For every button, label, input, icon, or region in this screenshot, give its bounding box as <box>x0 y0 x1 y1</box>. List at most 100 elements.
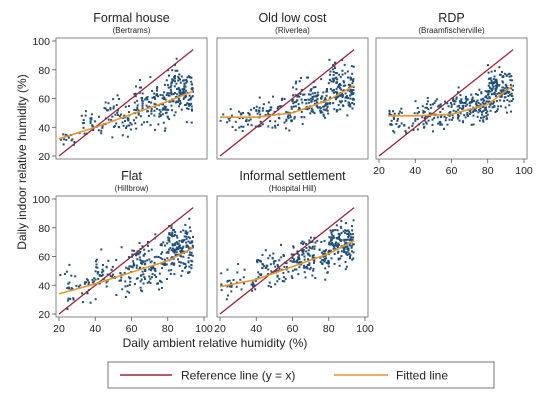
scatter-point <box>336 81 339 84</box>
scatter-point <box>153 109 156 112</box>
scatter-point <box>132 260 135 263</box>
scatter-point <box>423 110 426 113</box>
scatter-point <box>167 86 170 89</box>
scatter-point <box>251 281 254 284</box>
scatter-point <box>467 115 470 118</box>
scatter-point <box>258 96 261 99</box>
scatter-point <box>267 125 270 128</box>
scatter-point <box>433 117 436 120</box>
scatter-point <box>262 103 265 106</box>
scatter-point <box>163 258 166 261</box>
scatter-point <box>319 111 322 114</box>
scatter-point <box>173 91 176 94</box>
scatter-point <box>506 90 509 93</box>
scatter-point <box>493 93 496 96</box>
scatter-point <box>142 254 145 257</box>
scatter-point <box>172 100 175 103</box>
scatter-point <box>322 114 325 117</box>
scatter-point <box>429 103 432 106</box>
scatter-point <box>146 95 149 98</box>
scatter-point <box>164 112 167 115</box>
scatter-point <box>111 273 114 276</box>
scatter-point <box>178 102 181 105</box>
scatter-point <box>458 119 461 122</box>
scatter-point <box>412 122 415 125</box>
scatter-point <box>330 236 333 239</box>
scatter-point <box>303 255 306 258</box>
scatter-point <box>189 241 192 244</box>
scatter-point <box>129 121 132 124</box>
scatter-point <box>115 293 118 296</box>
scatter-point <box>457 116 460 119</box>
scatter-point <box>185 265 188 268</box>
scatter-point <box>163 91 166 94</box>
scatter-point <box>300 98 303 101</box>
scatter-point <box>431 118 434 121</box>
scatter-point <box>498 84 501 87</box>
scatter-point <box>161 267 164 270</box>
scatter-point <box>335 110 338 113</box>
scatter-point <box>301 101 304 104</box>
scatter-point <box>178 245 181 248</box>
scatter-point <box>496 92 499 95</box>
scatter-point <box>128 256 131 259</box>
scatter-point <box>478 119 481 122</box>
scatter-point <box>184 235 187 238</box>
scatter-point <box>484 90 487 93</box>
scatter-point <box>489 77 492 80</box>
scatter-point <box>166 84 169 87</box>
scatter-point <box>278 267 281 270</box>
scatter-point <box>276 265 279 268</box>
scatter-point <box>492 102 495 105</box>
scatter-point <box>443 100 446 103</box>
scatter-point <box>314 92 317 95</box>
scatter-point <box>287 111 290 114</box>
scatter-point <box>426 96 429 99</box>
scatter-point <box>86 279 89 282</box>
scatter-point <box>305 265 308 268</box>
scatter-point <box>294 105 297 108</box>
scatter-point <box>416 128 419 131</box>
legend-box <box>107 361 495 389</box>
scatter-point <box>340 250 343 253</box>
scatter-point <box>341 59 344 62</box>
scatter-point <box>230 114 233 117</box>
scatter-point <box>83 282 86 285</box>
scatter-point <box>493 91 496 94</box>
scatter-point <box>274 126 277 129</box>
scatter-point <box>320 97 323 100</box>
panel: Old low cost(Riverlea) <box>216 11 369 160</box>
scatter-point <box>106 109 109 112</box>
scatter-point <box>325 102 328 105</box>
scatter-point <box>395 123 398 126</box>
scatter-point <box>129 128 132 131</box>
scatter-point <box>67 297 70 300</box>
scatter-point <box>267 112 270 115</box>
scatter-point <box>407 126 410 129</box>
scatter-point <box>300 263 303 266</box>
scatter-point <box>343 81 346 84</box>
scatter-point <box>332 229 335 232</box>
scatter-point <box>503 87 506 90</box>
scatter-point <box>186 80 189 83</box>
scatter-point <box>190 251 193 254</box>
scatter-point <box>176 88 179 91</box>
scatter-point <box>290 253 293 256</box>
scatter-point <box>493 82 496 85</box>
scatter-point <box>187 246 190 249</box>
scatter-point <box>139 266 142 269</box>
scatter-point <box>502 89 505 92</box>
scatter-point <box>238 126 241 129</box>
scatter-point <box>145 104 148 107</box>
scatter-point <box>175 251 178 254</box>
scatter-point <box>189 98 192 101</box>
scatter-point <box>330 231 333 234</box>
scatter-point <box>436 98 439 101</box>
scatter-point <box>340 219 343 222</box>
scatter-point <box>181 91 184 94</box>
scatter-point <box>452 97 455 100</box>
scatter-point <box>488 86 491 89</box>
scatter-point <box>107 118 110 121</box>
scatter-point <box>117 98 120 101</box>
